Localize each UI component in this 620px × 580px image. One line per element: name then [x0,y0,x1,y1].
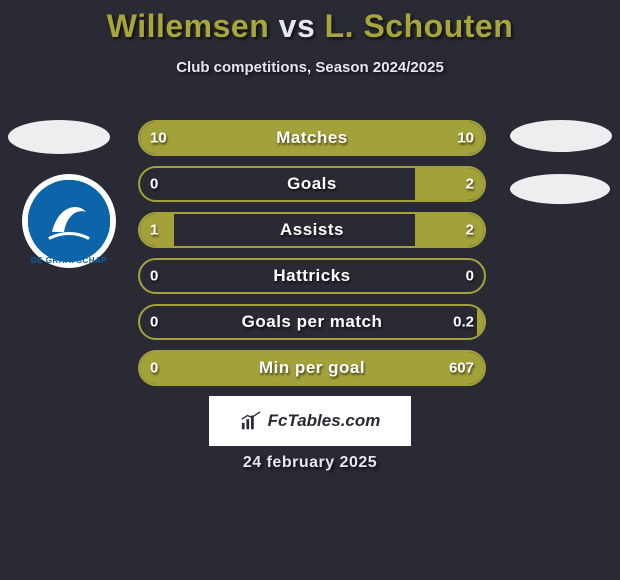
bar-value-left: 0 [150,314,158,331]
title-player1: Willemsen [107,8,269,44]
bar-value-right: 10 [457,130,474,147]
bar-value-left: 1 [150,222,158,239]
footer-badge: FcTables.com [209,396,411,446]
bar-row: Goals per match0 0.2 [138,304,486,340]
bar-row: Assists1 2 [138,212,486,248]
bar-value-right: 607 [449,360,474,377]
bar-label: Min per goal [138,358,486,378]
bar-row: Hattricks0 0 [138,258,486,294]
bar-label: Matches [138,128,486,148]
bar-value-right: 0 [466,268,474,285]
title-vs: vs [279,8,316,44]
subtitle: Club competitions, Season 2024/2025 [0,59,620,76]
bar-label: Goals [138,174,486,194]
bar-label: Goals per match [138,312,486,332]
avatar-left-player [8,120,110,154]
bar-row: Min per goal0 607 [138,350,486,386]
bar-label: Assists [138,220,486,240]
page-title: Willemsen vs L. Schouten [0,8,620,45]
comparison-bars: Matches1010Goals02Assists12Hattricks00Go… [138,120,486,396]
club-badge-label: DE GRAAFSCHAP [22,256,116,265]
bar-value-left: 10 [150,130,167,147]
bar-row: Goals0 2 [138,166,486,202]
club-glyph-icon [44,196,94,246]
footer-date: 24 february 2025 [0,454,620,472]
avatar-right-player [510,120,612,152]
bar-value-left: 0 [150,360,158,377]
footer-badge-text: FcTables.com [268,411,381,431]
avatar-right-club [510,174,610,204]
bar-value-right: 2 [466,222,474,239]
club-badge-inner [30,182,108,260]
bar-value-right: 2 [466,176,474,193]
club-badge-left: DE GRAAFSCHAP [22,174,116,268]
bar-row: Matches10 10 [138,120,486,156]
bar-label: Hattricks [138,266,486,286]
chart-icon [240,410,262,432]
bar-value-right: 0.2 [453,314,474,331]
bar-value-left: 0 [150,176,158,193]
bar-value-left: 0 [150,268,158,285]
title-player2: L. Schouten [325,8,514,44]
